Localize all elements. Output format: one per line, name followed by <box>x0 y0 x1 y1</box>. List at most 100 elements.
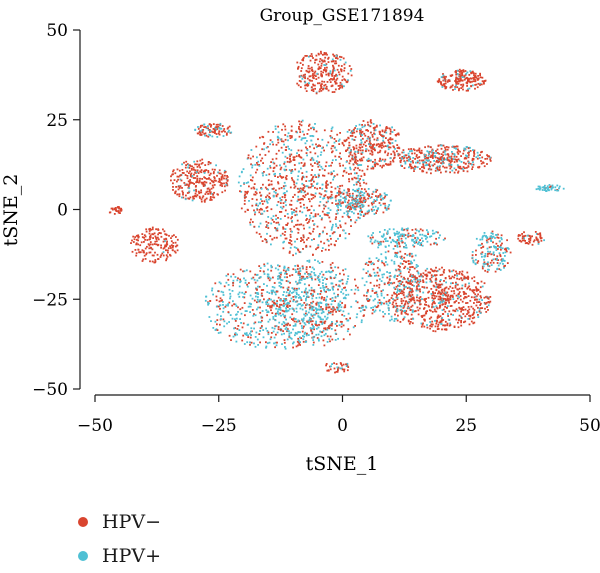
point-hpv-neg <box>486 255 489 258</box>
point-hpv-neg <box>302 224 305 227</box>
point-hpv-pos <box>194 128 197 131</box>
point-hpv-neg <box>331 136 333 139</box>
point-hpv-neg <box>351 204 354 207</box>
point-hpv-pos <box>306 149 309 151</box>
point-hpv-pos <box>215 164 217 167</box>
point-hpv-pos <box>376 139 379 141</box>
point-hpv-neg <box>404 311 407 313</box>
point-hpv-neg <box>319 67 322 69</box>
point-hpv-pos <box>331 159 334 162</box>
point-hpv-pos <box>456 164 459 166</box>
point-hpv-neg <box>305 271 308 273</box>
point-hpv-pos <box>309 327 312 329</box>
point-hpv-neg <box>359 182 361 185</box>
point-hpv-pos <box>227 284 230 286</box>
point-hpv-pos <box>316 72 319 75</box>
point-hpv-pos <box>263 265 266 267</box>
point-hpv-neg <box>356 202 359 205</box>
point-hpv-pos <box>314 259 316 261</box>
point-hpv-neg <box>425 310 428 313</box>
point-hpv-pos <box>305 214 307 217</box>
point-hpv-neg <box>302 165 305 167</box>
point-hpv-neg <box>289 186 292 189</box>
point-hpv-pos <box>376 199 378 201</box>
point-hpv-neg <box>186 175 189 177</box>
point-hpv-neg <box>396 294 398 297</box>
point-hpv-neg <box>400 275 403 278</box>
point-hpv-neg <box>389 146 392 149</box>
point-hpv-neg <box>317 213 320 216</box>
point-hpv-neg <box>422 322 424 325</box>
point-hpv-neg <box>251 204 254 207</box>
point-hpv-pos <box>232 279 235 282</box>
point-hpv-pos <box>400 308 403 311</box>
point-hpv-pos <box>382 289 384 292</box>
point-hpv-neg <box>363 132 366 135</box>
point-hpv-neg <box>293 181 296 184</box>
point-hpv-neg <box>302 248 304 250</box>
point-hpv-neg <box>244 190 247 193</box>
point-hpv-neg <box>348 190 350 192</box>
point-hpv-neg <box>470 72 472 74</box>
point-hpv-neg <box>384 150 387 153</box>
point-hpv-neg <box>362 156 365 159</box>
point-hpv-neg <box>436 148 439 151</box>
point-hpv-neg <box>239 308 242 311</box>
point-hpv-pos <box>387 205 390 208</box>
point-hpv-neg <box>474 80 477 83</box>
point-hpv-pos <box>274 291 276 294</box>
point-hpv-neg <box>419 296 422 298</box>
point-hpv-neg <box>393 129 396 131</box>
point-hpv-neg <box>443 75 446 78</box>
point-hpv-neg <box>310 163 312 166</box>
point-hpv-neg <box>135 238 138 241</box>
point-hpv-neg <box>160 246 162 249</box>
point-hpv-pos <box>270 264 273 267</box>
point-hpv-neg <box>335 73 337 76</box>
point-hpv-neg <box>304 84 306 87</box>
point-hpv-pos <box>197 126 199 128</box>
point-hpv-neg <box>393 157 395 160</box>
point-hpv-pos <box>408 166 410 169</box>
point-hpv-neg <box>381 135 383 137</box>
point-hpv-neg <box>261 295 264 297</box>
point-hpv-neg <box>363 309 366 311</box>
point-hpv-neg <box>118 207 121 210</box>
point-hpv-neg <box>174 241 177 244</box>
point-hpv-neg <box>367 264 370 266</box>
point-hpv-neg <box>434 281 437 284</box>
point-hpv-pos <box>276 227 279 230</box>
point-hpv-pos <box>297 175 300 178</box>
point-hpv-neg <box>263 200 266 203</box>
point-hpv-neg <box>470 296 473 299</box>
point-hpv-neg <box>372 309 374 311</box>
point-hpv-neg <box>435 322 438 325</box>
point-hpv-neg <box>137 243 139 246</box>
point-hpv-pos <box>330 303 333 306</box>
point-hpv-neg <box>438 78 441 80</box>
point-hpv-pos <box>351 210 353 213</box>
point-hpv-pos <box>283 187 286 190</box>
point-hpv-neg <box>219 184 222 187</box>
point-hpv-neg <box>241 339 244 342</box>
point-hpv-neg <box>300 240 302 242</box>
point-hpv-neg <box>207 193 209 195</box>
point-hpv-neg <box>203 180 206 183</box>
point-hpv-neg <box>411 255 413 258</box>
point-hpv-neg <box>440 83 443 85</box>
point-hpv-neg <box>326 232 328 235</box>
point-hpv-pos <box>392 247 395 250</box>
point-hpv-pos <box>286 338 289 341</box>
point-hpv-neg <box>332 68 335 71</box>
point-hpv-neg <box>324 83 327 86</box>
point-hpv-pos <box>215 127 217 130</box>
point-hpv-neg <box>402 317 405 320</box>
point-hpv-neg <box>291 179 294 181</box>
point-hpv-pos <box>387 304 390 307</box>
point-hpv-pos <box>273 299 276 302</box>
point-hpv-pos <box>301 308 304 311</box>
point-hpv-neg <box>339 226 342 228</box>
point-hpv-neg <box>144 235 147 238</box>
point-hpv-neg <box>384 145 387 147</box>
point-hpv-pos <box>308 273 311 275</box>
